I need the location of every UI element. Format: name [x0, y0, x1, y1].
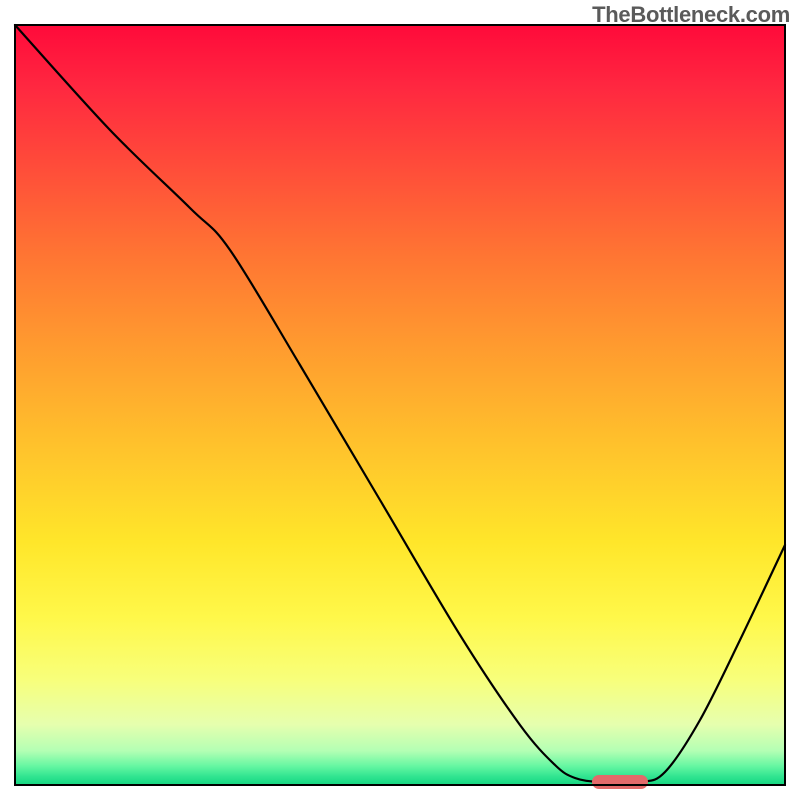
plot-background [15, 25, 785, 785]
optimum-marker [592, 775, 648, 789]
bottleneck-chart [0, 0, 800, 800]
chart-container: TheBottleneck.com [0, 0, 800, 800]
watermark-text: TheBottleneck.com [592, 2, 790, 28]
